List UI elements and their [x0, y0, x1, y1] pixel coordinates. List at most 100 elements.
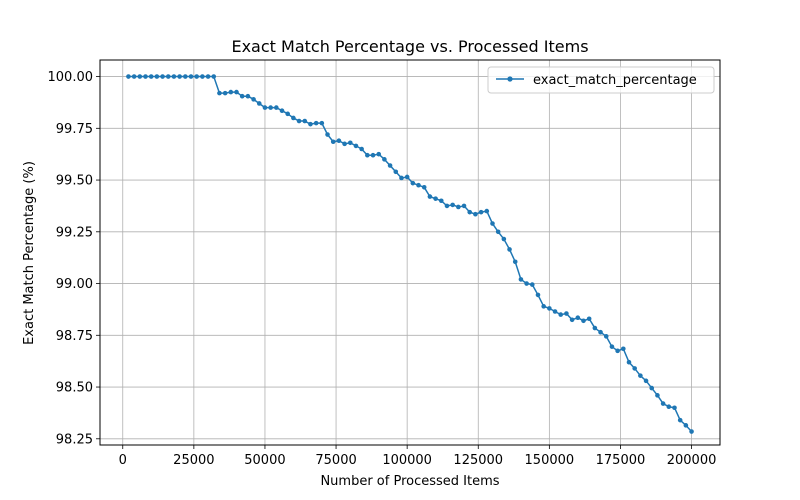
- data-point: [438, 198, 444, 204]
- legend-label: exact_match_percentage: [533, 73, 697, 88]
- data-point: [467, 209, 473, 215]
- data-point: [365, 152, 370, 158]
- data-point: [501, 236, 507, 242]
- data-point: [598, 329, 603, 335]
- data-point: [410, 180, 416, 186]
- data-point: [399, 175, 404, 181]
- data-point: [234, 89, 239, 95]
- data-point: [416, 182, 421, 188]
- data-point: [205, 74, 211, 79]
- data-point: [592, 325, 598, 331]
- data-point: [387, 163, 393, 168]
- data-point: [626, 359, 632, 365]
- data-point: [239, 93, 245, 99]
- data-point: [279, 108, 285, 114]
- x-tick-label: 150000: [525, 453, 575, 468]
- data-point: [456, 204, 461, 210]
- y-tick-label: 99.25: [56, 225, 93, 240]
- y-tick-label: 100.00: [48, 70, 94, 85]
- data-point: [518, 277, 524, 282]
- data-point: [308, 121, 313, 127]
- data-point: [154, 74, 160, 79]
- data-point: [586, 316, 592, 322]
- y-tick-label: 99.50: [56, 174, 93, 189]
- data-point: [285, 111, 291, 117]
- data-point: [558, 312, 564, 317]
- data-point: [148, 74, 154, 79]
- data-point: [211, 74, 217, 79]
- data-point: [251, 97, 256, 102]
- data-point: [353, 143, 359, 149]
- data-point: [131, 74, 137, 79]
- data-point: [188, 74, 194, 79]
- data-point: [478, 209, 484, 215]
- data-point: [143, 74, 148, 79]
- data-point: [330, 139, 336, 145]
- x-tick-label: 175000: [596, 453, 646, 468]
- x-axis-label: Number of Processed Items: [320, 474, 499, 489]
- x-tick-label: 200000: [667, 453, 717, 468]
- data-point: [490, 221, 495, 226]
- data-point: [575, 315, 581, 321]
- data-point: [222, 90, 228, 96]
- data-point: [433, 196, 438, 201]
- x-tick-label: 0: [119, 453, 127, 468]
- legend: exact_match_percentage: [487, 66, 715, 94]
- x-tick-label: 50000: [244, 453, 285, 468]
- data-point: [160, 74, 165, 79]
- data-point: [569, 317, 575, 323]
- data-point: [609, 344, 615, 349]
- data-point: [655, 393, 660, 398]
- data-point: [342, 141, 347, 147]
- data-point: [643, 378, 649, 384]
- data-point: [524, 281, 529, 286]
- data-point: [325, 132, 330, 137]
- chart-title: Exact Match Percentage vs. Processed Ite…: [231, 37, 588, 56]
- data-point: [632, 366, 637, 371]
- y-tick-label: 98.75: [56, 329, 93, 344]
- data-point: [683, 423, 689, 428]
- data-point: [183, 74, 188, 79]
- data-point: [507, 247, 512, 252]
- data-point: [450, 202, 455, 208]
- data-point: [171, 74, 177, 79]
- y-axis-ticks: 98.25 98.50 98.75 99.00 99.25 99.50 99.75 100.0…: [48, 70, 100, 447]
- data-point: [291, 115, 296, 121]
- data-point: [512, 259, 518, 265]
- data-point: [336, 138, 342, 144]
- data-point: [347, 140, 353, 146]
- data-point: [672, 405, 677, 411]
- data-point: [689, 429, 694, 434]
- data-point: [529, 282, 535, 287]
- data-point: [359, 146, 364, 152]
- x-axis-ticks: 0 25000 50000 75000 100000 125000 150000 175000…: [119, 445, 717, 468]
- x-tick-label: 75000: [315, 453, 356, 468]
- data-point: [535, 292, 541, 298]
- data-point: [228, 89, 234, 95]
- x-tick-label: 100000: [382, 453, 432, 468]
- data-point: [666, 404, 672, 410]
- plot-frame: [99, 59, 721, 446]
- data-point: [677, 417, 683, 423]
- data-point: [421, 185, 427, 190]
- y-axis-label: Exact Match Percentage (%): [22, 161, 37, 345]
- data-point: [603, 334, 609, 339]
- data-point: [444, 203, 450, 209]
- data-point: [564, 311, 569, 316]
- y-tick-label: 99.75: [56, 122, 93, 137]
- data-point: [547, 306, 552, 311]
- data-point: [200, 74, 205, 79]
- legend-marker-swatch: [507, 76, 513, 82]
- data-point: [461, 203, 467, 209]
- data-point: [621, 346, 626, 352]
- data-point: [495, 229, 501, 235]
- data-point: [484, 208, 490, 214]
- data-point: [404, 174, 410, 180]
- data-point: [393, 169, 399, 175]
- data-point: [194, 74, 199, 79]
- data-point: [376, 151, 382, 157]
- data-point: [274, 105, 279, 110]
- data-point: [660, 401, 666, 406]
- data-point: [319, 120, 325, 126]
- data-point: [427, 194, 433, 199]
